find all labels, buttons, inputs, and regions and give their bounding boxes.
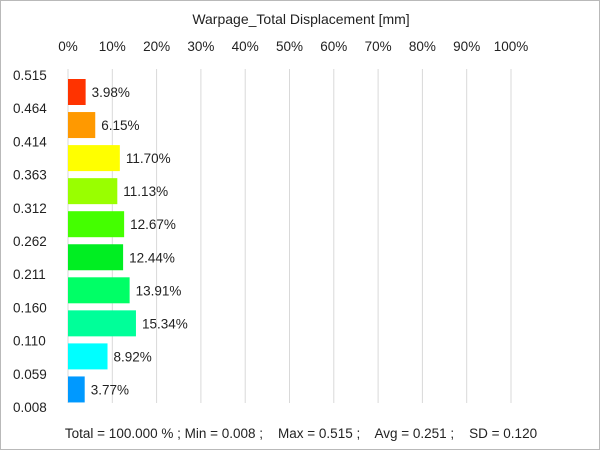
x-tick-label: 50% — [276, 39, 303, 54]
bar-value-label: 12.67% — [130, 217, 176, 232]
x-tick-label: 100% — [494, 39, 529, 54]
chart-title: Warpage_Total Displacement [mm] — [192, 11, 409, 27]
bar — [68, 310, 136, 337]
x-tick-label: 80% — [409, 39, 436, 54]
bar — [68, 211, 125, 238]
bin-edge-label: 0.363 — [13, 168, 47, 183]
summary-footer: Total = 100.000 % ; Min = 0.008 ; Max = … — [65, 426, 537, 441]
bar-value-label: 3.77% — [91, 382, 129, 397]
bin-edge-label: 0.262 — [13, 234, 47, 249]
bar — [68, 112, 96, 139]
bar-value-label: 12.44% — [129, 250, 175, 265]
bar-value-label: 15.34% — [142, 316, 188, 331]
bar-value-label: 11.70% — [126, 151, 171, 166]
bin-edge-label: 0.059 — [13, 367, 47, 382]
bar — [68, 376, 85, 403]
bin-edge-label: 0.160 — [13, 300, 47, 315]
x-tick-label: 90% — [453, 39, 480, 54]
bar — [68, 277, 130, 304]
bin-edge-labels: 0.515 0.464 0.414 0.363 0.312 0.262 0.211 0.160… — [13, 68, 47, 415]
bar-value-label: 6.15% — [101, 118, 139, 133]
bar — [68, 79, 86, 105]
bar — [68, 343, 108, 370]
bar — [68, 145, 120, 172]
value-labels: 3.98% 6.15% 11.70% 11.13% 12.67% 12.44% 13.91%… — [91, 85, 188, 397]
bar-value-label: 3.98% — [92, 85, 130, 100]
x-tick-label: 30% — [187, 39, 214, 54]
bin-edge-label: 0.414 — [13, 134, 47, 149]
bin-edge-label: 0.008 — [13, 400, 47, 415]
x-tick-label: 0% — [58, 39, 78, 54]
bin-edge-label: 0.211 — [13, 267, 46, 282]
x-tick-label: 10% — [99, 39, 126, 54]
bar-value-label: 11.13% — [123, 184, 168, 199]
x-tick-label: 40% — [232, 39, 259, 54]
grid — [67, 69, 512, 403]
bin-edge-label: 0.110 — [13, 334, 46, 349]
x-axis-ticks: 0% 10% 20% 30% 40% 50% 60% 70% 80% 90% 100% — [58, 39, 528, 54]
bar-value-label: 8.92% — [114, 349, 152, 364]
bars — [68, 79, 136, 403]
bin-edge-label: 0.464 — [13, 101, 47, 116]
x-tick-label: 20% — [143, 39, 170, 54]
bin-edge-label: 0.312 — [13, 201, 47, 216]
x-tick-label: 70% — [365, 39, 392, 54]
x-tick-label: 60% — [320, 39, 347, 54]
bar — [68, 244, 124, 271]
bar-value-label: 13.91% — [136, 283, 182, 298]
bar — [68, 178, 118, 205]
bin-edge-label: 0.515 — [13, 68, 47, 83]
